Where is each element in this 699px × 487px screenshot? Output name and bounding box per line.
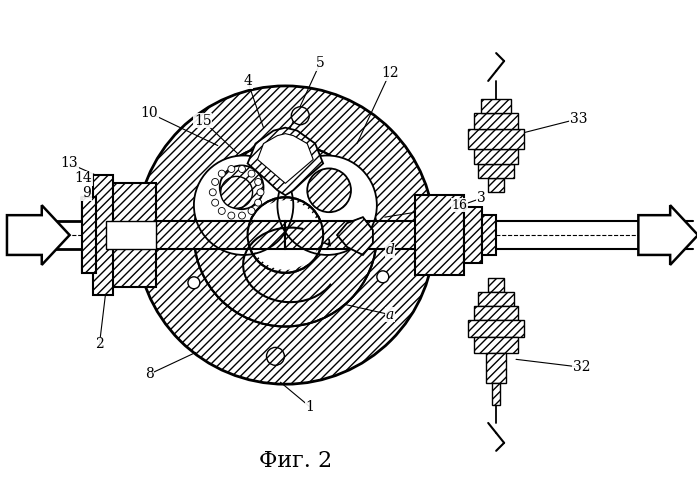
Text: 2: 2 <box>95 337 104 352</box>
Bar <box>481 99 511 113</box>
Bar <box>101 221 285 249</box>
Polygon shape <box>257 133 313 183</box>
Circle shape <box>266 347 284 365</box>
Circle shape <box>254 199 261 206</box>
Circle shape <box>194 155 294 255</box>
Circle shape <box>377 271 389 283</box>
Circle shape <box>194 144 377 326</box>
Circle shape <box>212 199 219 206</box>
Circle shape <box>221 176 252 208</box>
Text: 33: 33 <box>570 112 587 126</box>
Polygon shape <box>7 205 70 265</box>
Text: 14: 14 <box>75 171 92 186</box>
Bar <box>488 278 504 292</box>
Circle shape <box>136 86 435 384</box>
Polygon shape <box>247 128 323 195</box>
Circle shape <box>238 212 245 219</box>
Text: 9: 9 <box>82 187 91 200</box>
Text: 4: 4 <box>243 74 252 88</box>
Bar <box>106 183 156 287</box>
Bar <box>475 149 518 165</box>
Text: 32: 32 <box>573 360 591 375</box>
Polygon shape <box>638 205 698 265</box>
Circle shape <box>228 212 235 219</box>
Text: 8: 8 <box>145 367 154 381</box>
Text: Фиг. 2: Фиг. 2 <box>259 450 332 472</box>
Circle shape <box>250 200 320 270</box>
Circle shape <box>247 197 323 273</box>
Circle shape <box>228 166 235 172</box>
Text: 3: 3 <box>477 191 486 205</box>
Bar <box>82 197 96 273</box>
Bar <box>487 354 506 383</box>
Text: 12: 12 <box>381 66 398 80</box>
Bar <box>468 129 524 149</box>
Circle shape <box>238 166 245 172</box>
Bar <box>475 113 518 129</box>
Text: d: d <box>385 243 394 257</box>
Bar <box>488 178 504 192</box>
Bar <box>475 337 518 354</box>
Circle shape <box>291 107 309 125</box>
Circle shape <box>308 169 351 212</box>
Text: 10: 10 <box>140 106 158 120</box>
Bar <box>475 306 518 319</box>
Bar <box>478 292 514 306</box>
Text: a: a <box>386 308 394 321</box>
Circle shape <box>278 155 377 255</box>
Circle shape <box>218 170 225 177</box>
Text: 13: 13 <box>61 156 78 170</box>
Text: 15: 15 <box>194 113 212 128</box>
Bar <box>464 207 482 263</box>
Text: 5: 5 <box>316 56 324 70</box>
Circle shape <box>212 178 219 186</box>
Circle shape <box>188 277 200 289</box>
Circle shape <box>218 207 225 214</box>
Circle shape <box>219 166 264 209</box>
Bar <box>106 221 156 249</box>
Bar <box>285 221 419 249</box>
Polygon shape <box>337 217 373 255</box>
Text: 1: 1 <box>305 400 315 414</box>
Text: 16: 16 <box>452 199 468 212</box>
Bar <box>492 383 500 405</box>
Bar <box>468 319 524 337</box>
Circle shape <box>248 170 255 177</box>
Bar <box>482 215 496 255</box>
Bar <box>478 165 514 178</box>
Circle shape <box>257 189 264 196</box>
Circle shape <box>254 178 261 186</box>
Bar <box>415 195 464 275</box>
Bar <box>94 175 113 295</box>
Circle shape <box>248 207 255 214</box>
Circle shape <box>209 189 216 196</box>
